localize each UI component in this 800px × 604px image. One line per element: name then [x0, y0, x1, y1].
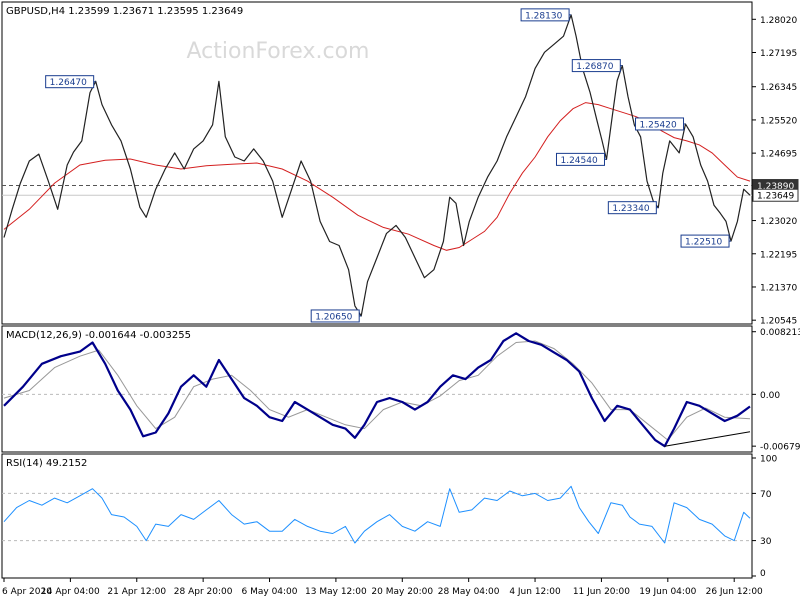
rsi-ytick-label: 100: [760, 455, 777, 465]
rsi-line: [3, 485, 751, 544]
price-ytick-label: 1.26345: [760, 83, 797, 93]
price-ytick-label: 1.27195: [760, 49, 797, 59]
time-tick-label: 28 Apr 20:00: [174, 587, 233, 597]
price-ytick-label: 1.21370: [760, 283, 797, 293]
time-tick-label: 28 May 04:00: [438, 587, 500, 597]
price-series-layer: [3, 14, 751, 317]
macd-series-layer: 0.008213 0.00 -0.006796: [2, 328, 800, 453]
annotation-label: 1.26870: [576, 62, 613, 72]
price-ytick-label: 1.24695: [760, 150, 797, 160]
annotation-box: [555, 152, 605, 166]
price-label-text: 1.23649: [757, 192, 794, 202]
price-axis-layer: 1.28020 1.27195 1.26345 1.25520 1.24695 1.230…: [2, 16, 799, 327]
annotation-box: [571, 59, 621, 73]
price-annotation-layer: 1.26470 1.20650 1.28130 1.26870 1.24540 1.254…: [45, 8, 732, 323]
moving-average-line: [3, 102, 751, 251]
macd-main-line: [3, 332, 751, 448]
annotation-label: 1.20650: [315, 312, 352, 322]
annotation-label: 1.22510: [685, 238, 722, 248]
price-ytick-label: 1.22195: [760, 250, 797, 260]
time-tick-label: 21 Apr 12:00: [107, 587, 166, 597]
price-ytick-label: 1.28020: [760, 16, 797, 26]
macd-ytick-label: 0.00: [760, 391, 780, 401]
price-pane-frame: [1, 1, 753, 325]
time-tick-label: 6 Apr 2020: [2, 587, 52, 597]
rsi-ytick-label: 70: [760, 490, 772, 500]
macd-pane-frame: [1, 325, 753, 453]
price-ytick-label: 1.20545: [760, 317, 797, 327]
macd-trendline: [664, 431, 751, 447]
rsi-ytick-label: 30: [760, 537, 772, 547]
annotation-label: 1.23340: [612, 204, 649, 214]
macd-signal-line: [3, 340, 751, 441]
time-tick-label: 19 Jun 04:00: [639, 587, 696, 597]
annotation-box: [45, 75, 95, 89]
annotation-box: [310, 309, 360, 323]
macd-ytick-label: 0.008213: [760, 328, 800, 338]
annotation-label: 1.25420: [640, 120, 677, 130]
time-tick-label: 26 Jun 12:00: [706, 587, 763, 597]
annotation-label: 1.26470: [50, 78, 87, 88]
macd-pane-title: MACD(12,26,9) -0.001644 -0.003255: [6, 330, 191, 341]
time-tick-label: 13 May 12:00: [305, 587, 367, 597]
price-pane-title: GBPUSD,H4 1.23599 1.23671 1.23595 1.2364…: [6, 6, 243, 17]
time-tick-label: 11 Jun 20:00: [573, 587, 630, 597]
rsi-ytick-label: 0: [760, 569, 766, 579]
time-tick-label: 14 Apr 04:00: [41, 587, 100, 597]
annotation-box: [520, 8, 570, 22]
price-ytick-label: 1.25520: [760, 116, 797, 126]
time-tick-label: 4 Jun 12:00: [509, 587, 561, 597]
price-label-text: 1.23890: [757, 182, 794, 192]
price-label-box: [752, 188, 799, 202]
macd-ytick-label: -0.006796: [760, 443, 800, 453]
annotation-label: 1.24540: [560, 156, 597, 166]
rsi-pane-frame: [1, 453, 753, 579]
annotation-box: [607, 201, 657, 215]
watermark-text: ActionForex.com: [187, 39, 370, 64]
time-tick-label: 6 May 04:00: [242, 587, 298, 597]
price-ytick-label: 1.23020: [760, 217, 797, 227]
rsi-pane-title: RSI(14) 49.2152: [6, 458, 87, 469]
time-tick-label: 20 May 20:00: [371, 587, 433, 597]
annotation-label: 1.28130: [525, 11, 562, 21]
annotation-box: [635, 117, 685, 131]
rsi-series-layer: 100 70 30 0: [2, 455, 777, 579]
price-line: [3, 14, 751, 317]
annotation-box: [680, 234, 730, 248]
